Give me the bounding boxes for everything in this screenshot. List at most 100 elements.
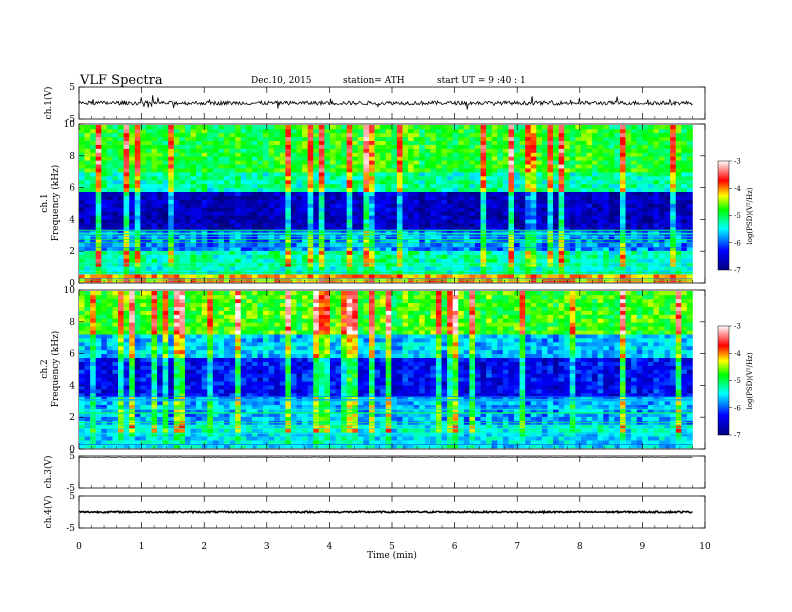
spectrogram-cell — [123, 207, 130, 212]
spectrogram-cell — [530, 219, 537, 224]
spectrogram-cell — [569, 125, 576, 130]
spectrogram-cell — [140, 242, 147, 247]
spectrogram-cell — [79, 310, 85, 315]
spectrogram-cell — [224, 223, 230, 228]
spectrogram-cell — [463, 164, 470, 169]
spectrogram-cell — [151, 342, 158, 347]
spectrogram-cell — [118, 338, 124, 343]
spectrogram-cell — [151, 291, 158, 296]
spectrogram-cell — [597, 128, 604, 134]
spectrogram-cell — [486, 187, 493, 193]
spectrogram-cell — [419, 152, 426, 157]
spectrogram-cell — [474, 223, 481, 228]
spectrogram-cell — [363, 215, 370, 220]
spectrogram-cell — [458, 254, 465, 259]
spectrogram-cell — [541, 168, 548, 173]
spectrogram-cell — [324, 199, 331, 204]
spectrogram-cell — [659, 132, 665, 138]
spectrogram-cell — [480, 195, 487, 200]
spectrogram-cell — [329, 215, 336, 220]
spectrogram-cell — [597, 187, 604, 193]
spectrogram-cell — [79, 326, 85, 331]
spectrogram-cell — [363, 234, 370, 240]
spectrogram-cell — [112, 365, 119, 370]
spectrogram-cell — [134, 242, 141, 247]
spectrogram-cell — [151, 223, 158, 228]
spectrogram-cell — [251, 164, 258, 169]
spectrogram-cell — [385, 176, 392, 181]
spectrogram-cell — [101, 199, 108, 204]
spectrogram-cell — [112, 349, 119, 355]
spectrogram-cell — [129, 274, 136, 279]
spectrogram-cell — [95, 412, 102, 417]
spectrogram-cell — [519, 125, 526, 130]
spectrogram-cell — [112, 436, 119, 441]
spectrogram-cell — [101, 215, 108, 220]
spectrogram-cell — [647, 238, 654, 244]
spectrogram-cell — [279, 266, 286, 271]
spectrogram-cell — [514, 203, 520, 208]
spectrogram-cell — [430, 136, 437, 141]
spectrogram-cell — [157, 246, 163, 251]
spectrogram-cell — [369, 254, 375, 259]
spectrogram-cell — [391, 207, 398, 212]
spectrogram-cell — [458, 234, 465, 240]
spectrogram-cell — [118, 361, 124, 366]
spectrogram-cell — [90, 187, 97, 193]
spectrogram-cell — [430, 242, 437, 247]
spectrogram-cell — [569, 160, 576, 165]
spectrogram-cell — [140, 349, 147, 355]
spectrogram-cell — [474, 274, 481, 279]
spectrogram-cell — [324, 262, 331, 267]
spectrogram-cell — [424, 266, 431, 271]
spectrogram-cell — [497, 211, 504, 216]
spectrogram-cell — [419, 125, 426, 130]
spectrogram-cell — [201, 242, 208, 247]
spectrogram-cell — [240, 160, 247, 165]
spectrogram-cell — [285, 164, 292, 169]
spectrogram-cell — [106, 440, 113, 445]
spectrogram-cell — [112, 246, 119, 251]
spectrogram-cell — [134, 302, 141, 307]
spectrogram-cell — [519, 215, 526, 220]
spectrogram-cell — [112, 353, 119, 359]
spectrogram-cell — [112, 172, 119, 177]
spectrogram-cell — [263, 250, 269, 255]
spectrogram-cell — [157, 125, 163, 130]
spectrogram-cell — [592, 176, 598, 181]
spectrogram-cell — [625, 219, 632, 224]
spectrogram-cell — [207, 274, 214, 279]
spectrogram-cell — [659, 160, 665, 165]
spectrogram-cell — [686, 203, 693, 208]
spectrogram-cell — [664, 254, 671, 259]
spectrogram-cell — [408, 223, 414, 228]
spectrogram-cell — [391, 199, 398, 204]
spectrogram-cell — [90, 412, 97, 417]
spectrogram-cell — [619, 183, 626, 189]
spectrogram-cell — [619, 227, 626, 232]
spectrogram-cell — [246, 215, 253, 220]
spectrogram-cell — [586, 254, 593, 259]
spectrogram-cell — [229, 128, 236, 134]
spectrogram-cell — [413, 176, 420, 181]
spectrogram-cell — [447, 203, 453, 208]
spectrogram-cell — [525, 266, 532, 271]
spectrogram-cell — [123, 377, 130, 382]
spectrogram-cell — [603, 132, 610, 138]
spectrogram-cell — [491, 219, 498, 224]
spectrogram-cell — [296, 227, 303, 232]
spectrogram-cell — [686, 148, 693, 153]
spectrogram-cell — [123, 164, 130, 169]
spectrogram-cell — [90, 428, 97, 433]
spectrogram-cell — [129, 302, 136, 307]
spectrogram-cell — [235, 168, 242, 173]
spectrogram-cell — [79, 373, 85, 378]
spectrogram-cell — [134, 400, 141, 406]
spectrogram-cell — [290, 254, 297, 259]
spectrogram-cell — [129, 393, 136, 398]
spectrogram-cell — [396, 187, 403, 193]
spectrogram-cell — [391, 258, 398, 263]
spectrogram-cell — [514, 195, 520, 200]
spectrogram-cell — [469, 187, 476, 193]
spectrogram-cell — [363, 238, 370, 244]
